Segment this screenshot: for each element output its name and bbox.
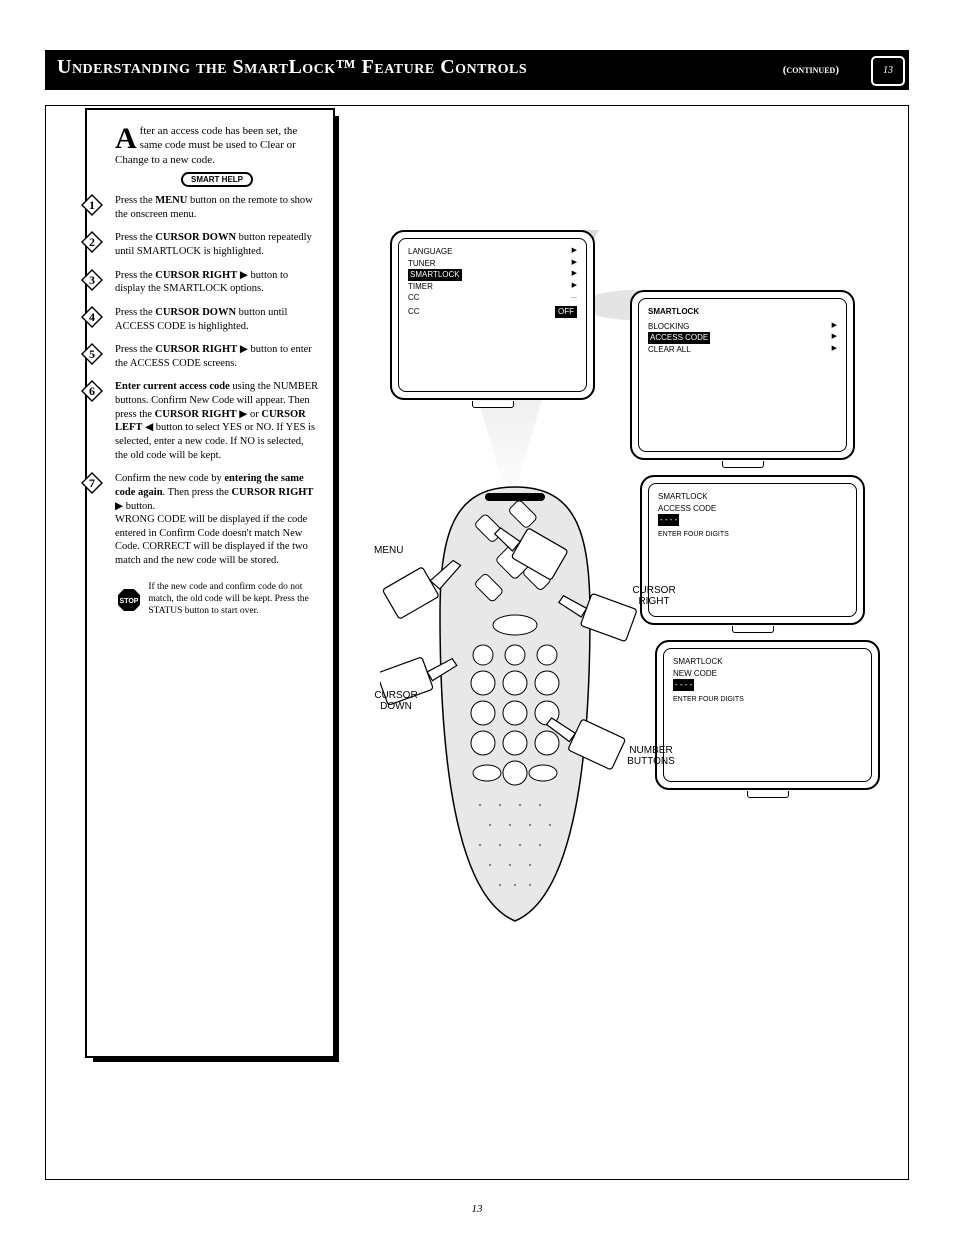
step-number-icon: 3 [81,269,103,291]
step-number-icon: 4 [81,306,103,328]
svg-text:7: 7 [89,476,95,490]
page-number-footer: 13 [472,1203,483,1215]
intro-paragraph: A fter an access code has been set, the … [115,124,319,167]
stop-icon: STOP [116,587,142,613]
step-2: 2 Press the CURSOR DOWN button repeatedl… [115,231,319,258]
step-number-icon: 6 [81,380,103,402]
step-1: 1 Press the MENU button on the remote to… [115,194,319,221]
step-number-icon: 1 [81,194,103,216]
intro-text: fter an access code has been set, the sa… [115,125,297,166]
step-7: 7 Confirm the new code by entering the s… [115,472,319,567]
step-3: 3 Press the CURSOR RIGHT ▶ button to dis… [115,269,319,296]
label-number-buttons: NUMBER BUTTONS [616,745,686,767]
svg-text:1: 1 [89,198,95,212]
remote-illustration: MENU CURSOR RIGHT CURSOR DOWN NUMBER BUT… [380,485,650,945]
svg-text:3: 3 [89,273,95,287]
page-header-bar: Understanding the SmartLock™ Feature Con… [45,50,909,90]
svg-text:6: 6 [89,384,95,398]
drop-cap: A [115,124,140,152]
step-number-icon: 7 [81,472,103,494]
step-6: 6 Enter current access code using the NU… [115,380,319,462]
tv-screen-new-code: SMARTLOCKNEW CODE- - - -ENTER FOUR DIGIT… [655,640,880,790]
page-title: Understanding the SmartLock™ Feature Con… [57,56,527,79]
graphic-stage: LANGUAGE▶TUNER▶SMARTLOCK▶TIMER▶CC...CCOF… [360,120,900,940]
step-number-icon: 5 [81,343,103,365]
step-number-icon: 2 [81,231,103,253]
label-cursor-down: CURSOR DOWN [366,690,426,712]
stop-text: If the new code and confirm code do not … [148,582,318,618]
smart-help-badge: SMART HELP [181,172,253,187]
tv-screen-smartlock-menu: SMARTLOCKBLOCKING▶ACCESS CODE▶CLEAR ALL▶ [630,290,855,460]
label-menu: MENU [374,545,403,556]
page-number-badge: 13 [871,56,905,86]
step-4: 4 Press the CURSOR DOWN button until ACC… [115,306,319,333]
page-title-continued: (continued) [783,64,839,76]
instruction-sidebar: A fter an access code has been set, the … [85,108,335,1058]
svg-text:2: 2 [89,235,95,249]
svg-text:STOP: STOP [119,598,138,605]
svg-text:5: 5 [89,347,95,361]
stop-note: STOP If the new code and confirm code do… [115,582,319,618]
step-5: 5 Press the CURSOR RIGHT ▶ button to ent… [115,343,319,370]
tv-screen-main-menu: LANGUAGE▶TUNER▶SMARTLOCK▶TIMER▶CC...CCOF… [390,230,595,400]
label-cursor-right: CURSOR RIGHT [624,585,684,607]
svg-text:4: 4 [89,310,95,324]
